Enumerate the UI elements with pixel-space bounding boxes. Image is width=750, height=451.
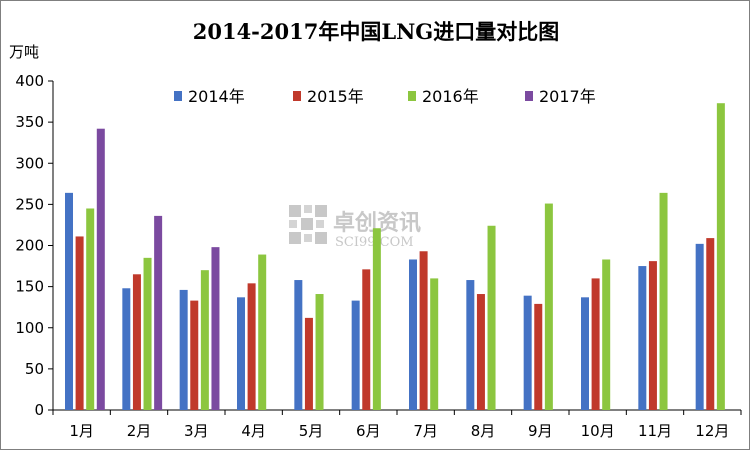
- watermark-logo-icon: [289, 205, 327, 244]
- bar-2014年-6月: [351, 300, 360, 410]
- bar-2014年-3月: [179, 289, 188, 410]
- bar-2015年-10月: [591, 278, 600, 410]
- bar-2015年-1月: [75, 236, 84, 410]
- bar-2016年-12月: [716, 103, 725, 411]
- bar-2017年-1月: [96, 128, 105, 410]
- y-tick-label: 50: [25, 360, 44, 378]
- bar-2014年-4月: [237, 297, 245, 410]
- bar-2016年-3月: [200, 270, 209, 410]
- y-tick-label: 350: [15, 113, 44, 131]
- legend-label: 2014年: [188, 87, 245, 106]
- y-tick-label: 0: [34, 401, 44, 419]
- bar-2016年-11月: [659, 192, 668, 410]
- chart-title: 2014-2017年中国LNG进口量对比图: [193, 19, 560, 44]
- bar-2015年-4月: [247, 283, 256, 410]
- bar-2016年-2月: [143, 257, 152, 410]
- legend-label: 2015年: [307, 87, 364, 106]
- x-tick-label: 10月: [581, 422, 615, 440]
- legend-swatch: [525, 91, 533, 101]
- bar-2015年-11月: [648, 261, 657, 410]
- bar-2017年-2月: [154, 215, 163, 410]
- bar-2015年-12月: [706, 238, 715, 410]
- y-axis-unit-label: 万吨: [9, 43, 39, 61]
- x-tick-label: 9月: [528, 422, 553, 440]
- bar-2016年-10月: [602, 259, 611, 410]
- bar-2015年-3月: [190, 300, 199, 410]
- bar-2016年-4月: [258, 254, 267, 410]
- bar-2016年-7月: [430, 278, 439, 410]
- x-tick-label: 8月: [471, 422, 496, 440]
- bar-2014年-5月: [294, 280, 303, 410]
- bar-2015年-6月: [362, 269, 371, 410]
- bar-2016年-5月: [315, 294, 324, 410]
- y-tick-label: 300: [15, 154, 44, 172]
- bar-2014年-9月: [523, 295, 532, 410]
- x-tick-label: 7月: [413, 422, 438, 440]
- x-tick-label: 1月: [69, 422, 94, 440]
- bar-2015年-9月: [534, 303, 543, 410]
- y-tick-label: 100: [15, 319, 44, 337]
- bar-2014年-12月: [695, 243, 704, 410]
- x-tick-label: 11月: [638, 422, 672, 440]
- x-tick-label: 12月: [695, 422, 729, 440]
- bar-2016年-6月: [372, 228, 381, 410]
- y-tick-label: 150: [15, 278, 44, 296]
- legend-swatch: [408, 91, 416, 101]
- legend-swatch: [174, 91, 182, 101]
- bar-2015年-5月: [304, 317, 313, 410]
- bar-2014年-2月: [122, 288, 131, 410]
- x-tick-label: 3月: [184, 422, 209, 440]
- legend-swatch: [293, 91, 301, 101]
- bar-2015年-8月: [476, 294, 485, 410]
- x-tick-label: 5月: [299, 422, 324, 440]
- bar-2016年-8月: [487, 225, 496, 410]
- bar-2016年-9月: [544, 203, 553, 410]
- watermark: 卓创资讯 SCI99.COM: [289, 205, 421, 250]
- y-tick-label: 200: [15, 237, 44, 255]
- y-tick-label: 400: [15, 72, 44, 90]
- plot-area: 0 50 100 150 200 250 300 350 400 1月 2月 3月 4月 5月 6月 7月 8月…: [15, 72, 742, 440]
- legend-label: 2017年: [539, 87, 596, 106]
- bar-2014年-11月: [638, 266, 647, 410]
- x-tick-label: 4月: [241, 422, 266, 440]
- bar-2014年-10月: [581, 297, 589, 410]
- bar-2014年-7月: [409, 259, 417, 410]
- y-tick-label: 250: [15, 195, 44, 213]
- x-tick-label: 2月: [127, 422, 152, 440]
- bar-2014年-1月: [65, 192, 73, 410]
- x-tick-label: 6月: [356, 422, 381, 440]
- bar-2015年-7月: [419, 251, 428, 410]
- bar-2017年-3月: [211, 247, 220, 410]
- legend: 2014年 2015年 2016年 2017年: [174, 87, 596, 106]
- bar-2015年-2月: [132, 274, 141, 410]
- bar-2016年-1月: [86, 208, 95, 410]
- legend-label: 2016年: [422, 87, 479, 106]
- bar-2014年-8月: [466, 280, 475, 410]
